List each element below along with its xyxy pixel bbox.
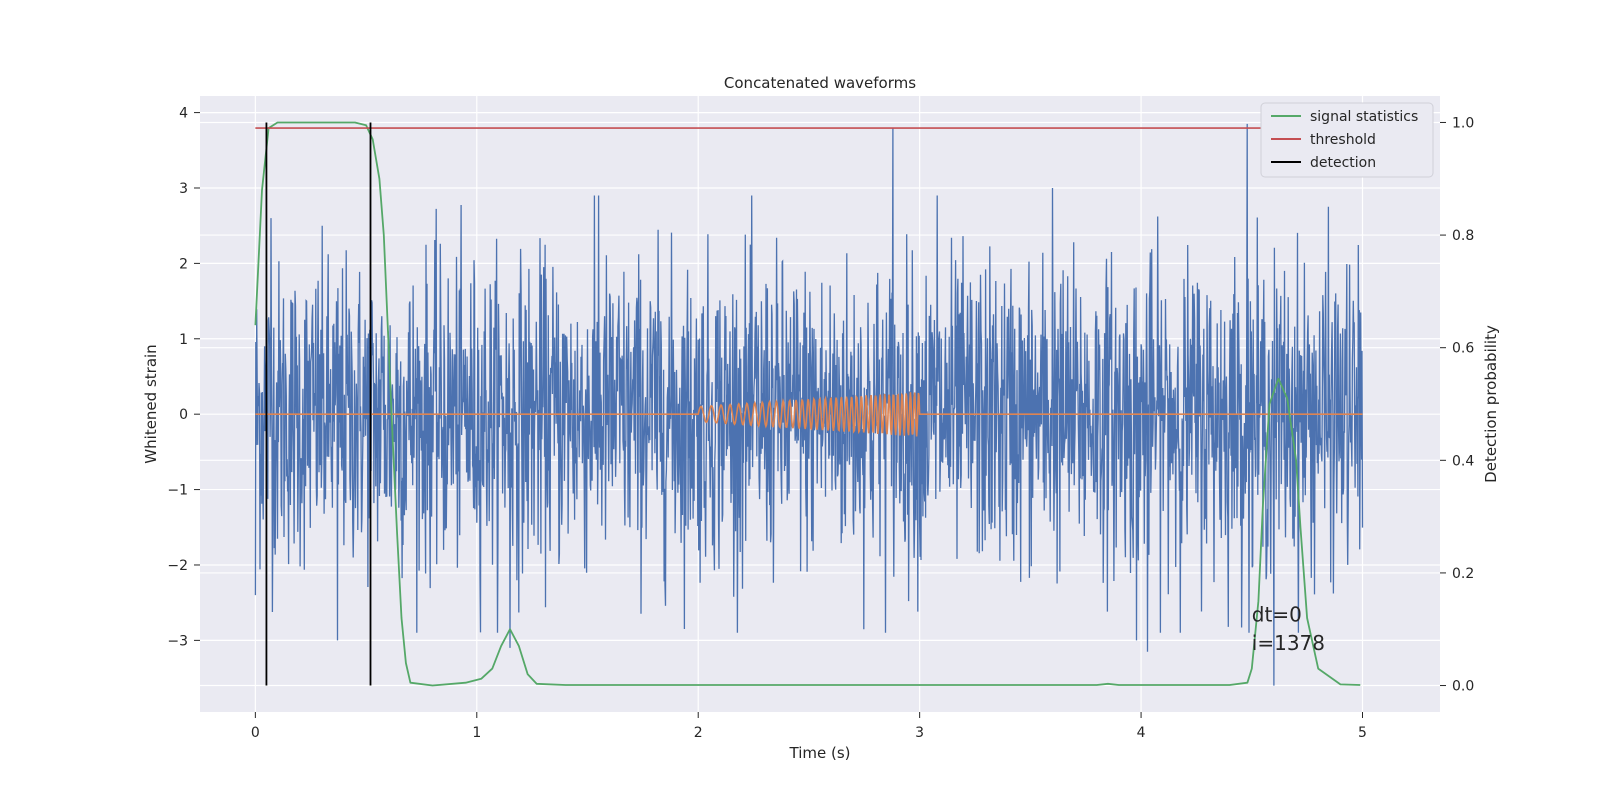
y-tick-label: 1 (179, 332, 188, 348)
y-tick-label: −3 (167, 633, 188, 649)
x-axis-label: Time (s) (789, 744, 851, 762)
injected-chirp-line (255, 392, 1363, 437)
y2-tick-label: 1.0 (1452, 115, 1474, 131)
y-tick-label: −1 (167, 483, 188, 499)
x-tick-label: 5 (1358, 725, 1367, 741)
y2-axis-label: Detection probability (1482, 325, 1500, 483)
legend-label-threshold: threshold (1310, 132, 1376, 148)
y-tick-label: 3 (179, 181, 188, 197)
x-tick-label: 1 (472, 725, 481, 741)
x-tick-label: 0 (251, 725, 260, 741)
axes: 0 1 2 3 4 5 −3 −2 −1 0 1 2 3 4 0.0 0.2 0.4 0.6 0.8 1.0 (167, 106, 1474, 741)
chart-title: Concatenated waveforms (724, 74, 916, 92)
x-tick-label: 3 (915, 725, 924, 741)
annotation-text-1: i=1378 (1252, 631, 1325, 655)
legend-box (1260, 102, 1434, 178)
y-tick-label: 4 (179, 106, 188, 122)
legend-label-signal-statistics: signal statistics (1310, 109, 1418, 125)
legend: signal statistics threshold detection (1260, 102, 1434, 178)
y2-tick-label: 0.6 (1452, 341, 1474, 357)
x-tick-label: 4 (1137, 725, 1146, 741)
y2-tick-label: 0.0 (1452, 679, 1474, 695)
y2-tick-label: 0.4 (1452, 453, 1474, 469)
y-tick-label: 2 (179, 256, 188, 272)
y2-tick-label: 0.8 (1452, 228, 1474, 244)
series-layer (254, 121, 1364, 687)
x-tick-label: 2 (694, 725, 703, 741)
y-tick-label: −2 (167, 558, 188, 574)
signal-statistics-line (254, 121, 1361, 687)
annotations: dt=0 i=1378 (1252, 603, 1325, 656)
y2-tick-label: 0.2 (1452, 566, 1474, 582)
y-axis-label: Whitened strain (142, 344, 160, 463)
y-tick-label: 0 (179, 407, 188, 423)
legend-label-detection: detection (1310, 155, 1376, 171)
strain-noise-line (254, 123, 1364, 686)
annotation-text-0: dt=0 (1252, 603, 1302, 627)
